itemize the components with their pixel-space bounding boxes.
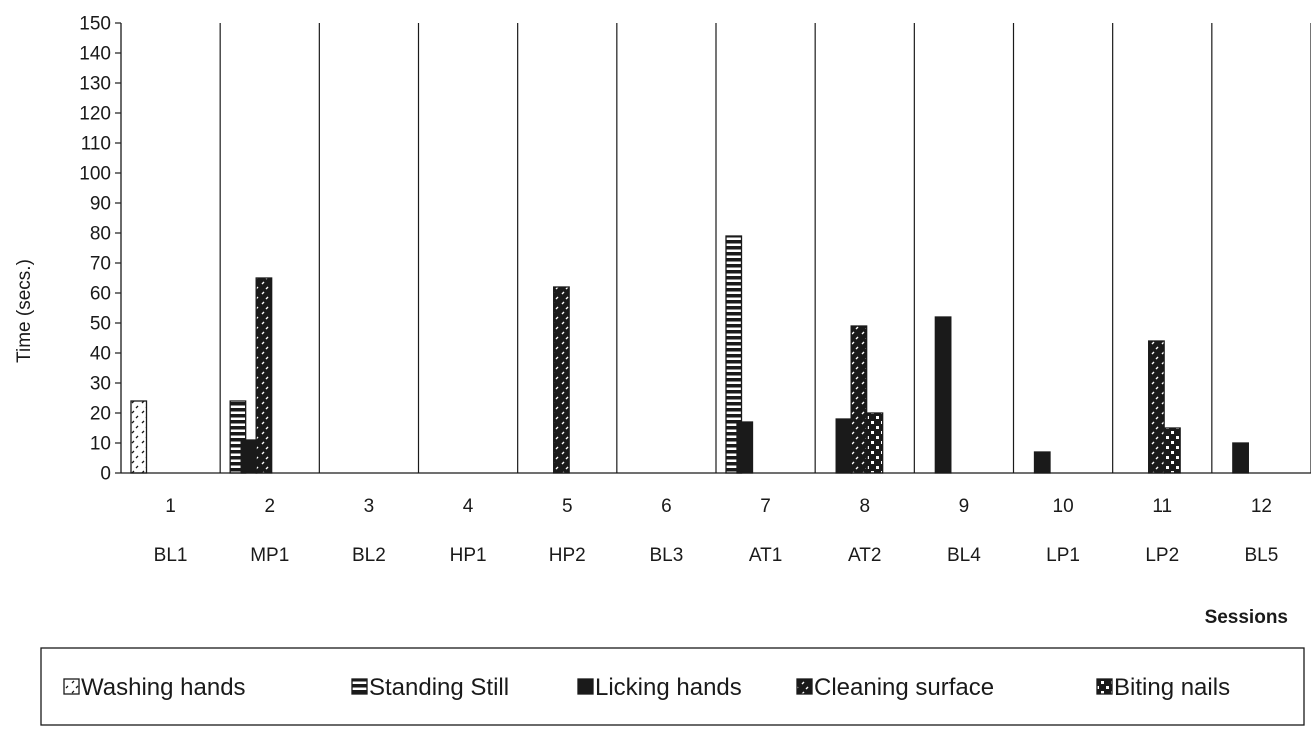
condition-label: MP1 — [250, 545, 289, 566]
y-tick-label: 100 — [79, 164, 111, 185]
bar-licking-hands — [1232, 442, 1249, 474]
condition-label: BL3 — [650, 545, 684, 566]
x-tick-labels: 1 BL1 2 MP1 3 BL2 4 HP1 5 HP2 6 BL3 7 AT1 8 AT2 9 BL4 10 LP… — [154, 496, 1279, 566]
bar-cleaning-surface — [553, 286, 570, 474]
y-tick-label: 40 — [90, 344, 111, 365]
y-tick-label: 60 — [90, 284, 111, 305]
bar-cleaning-surface — [255, 277, 273, 474]
x-axis-title: Sessions — [1205, 607, 1288, 628]
bar-washing-hands — [130, 400, 148, 474]
legend-label: Standing Still — [369, 674, 509, 701]
bars — [130, 235, 1249, 474]
bar-licking-hands — [240, 439, 258, 474]
y-tick-label: 70 — [90, 254, 111, 275]
condition-label: BL4 — [947, 545, 981, 566]
session-number-label: 9 — [959, 496, 970, 517]
session-number-label: 5 — [562, 496, 573, 517]
bar-licking-hands — [1033, 451, 1051, 474]
session-number-label: 12 — [1251, 496, 1272, 517]
condition-label: BL2 — [352, 545, 386, 566]
y-tick-label: 90 — [90, 194, 111, 215]
y-tick-label: 30 — [90, 374, 111, 395]
y-tick-label: 10 — [90, 434, 111, 455]
condition-label: LP2 — [1145, 545, 1179, 566]
y-axis-title: Time (secs.) — [14, 259, 35, 363]
legend-frame — [40, 647, 1305, 726]
bar-licking-hands — [934, 316, 952, 474]
session-number-label: 8 — [859, 496, 870, 517]
legend-swatch — [63, 678, 80, 695]
y-tick-label: 0 — [100, 464, 111, 485]
session-number-label: 3 — [364, 496, 375, 517]
bar-licking-hands — [736, 421, 754, 474]
condition-label: HP1 — [450, 545, 487, 566]
y-tick-label: 110 — [81, 134, 111, 155]
y-tick-label: 120 — [79, 104, 111, 125]
y-tick-label: 130 — [79, 74, 111, 95]
y-tick-label: 140 — [79, 44, 111, 65]
y-tick-label: 20 — [90, 404, 111, 425]
condition-label: LP1 — [1046, 545, 1080, 566]
bar-cleaning-surface — [850, 325, 868, 474]
axes — [115, 22, 1311, 474]
legend-label: Licking hands — [595, 674, 742, 701]
y-tick-label: 150 — [79, 14, 111, 35]
condition-label: HP2 — [549, 545, 586, 566]
bar-licking-hands — [835, 418, 853, 474]
legend-swatch — [796, 678, 813, 695]
session-number-label: 10 — [1053, 496, 1074, 517]
bar-cleaning-surface — [1148, 340, 1165, 474]
session-number-label: 4 — [463, 496, 474, 517]
condition-label: BL1 — [154, 545, 188, 566]
session-number-label: 2 — [264, 496, 275, 517]
legend-label: Cleaning surface — [814, 674, 994, 701]
legend-label: Washing hands — [81, 674, 246, 701]
legend-label: Biting nails — [1114, 674, 1230, 701]
condition-label: AT2 — [848, 545, 881, 566]
condition-label: AT1 — [749, 545, 782, 566]
y-tick-label: 50 — [90, 314, 111, 335]
session-number-label: 6 — [661, 496, 672, 517]
condition-label: BL5 — [1245, 545, 1279, 566]
session-number-label: 11 — [1152, 496, 1172, 517]
legend-swatch — [577, 678, 594, 695]
y-tick-label: 80 — [90, 224, 111, 245]
legend: Washing hands Standing Still Licking hands… — [40, 647, 1305, 726]
bar-biting-nails — [866, 412, 884, 474]
legend-swatch — [351, 678, 368, 695]
session-number-label: 7 — [760, 496, 771, 517]
session-number-label: 1 — [165, 496, 176, 517]
grid-lines — [219, 23, 1311, 473]
legend-swatch — [1096, 678, 1113, 695]
y-tick-labels: 0 10 20 30 40 50 60 70 80 90 100 110 120 130 140 150 — [79, 14, 111, 485]
bar-biting-nails — [1164, 427, 1181, 474]
